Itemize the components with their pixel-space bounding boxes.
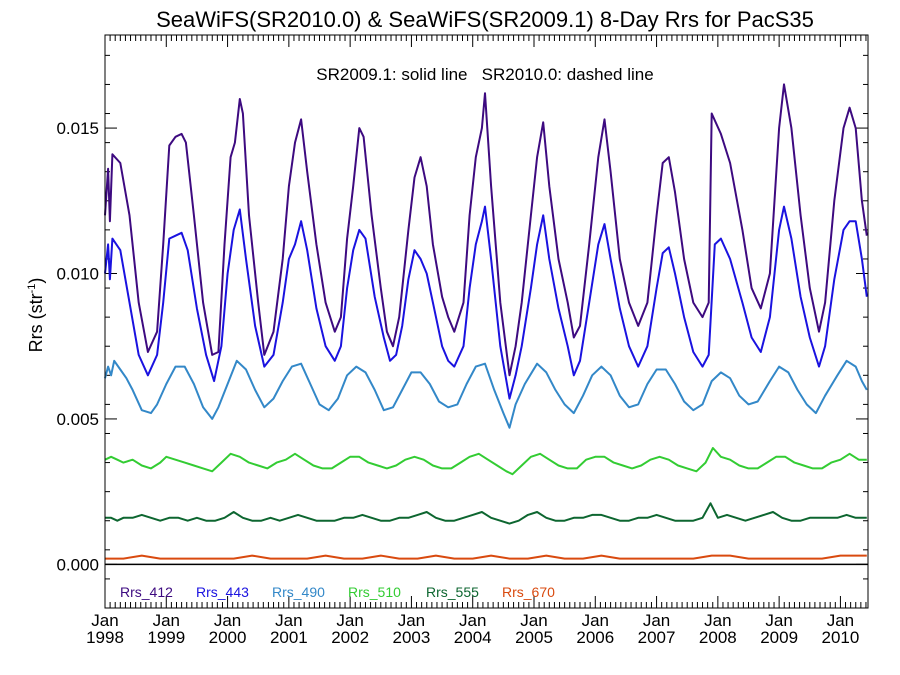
legend-item-rrs_510: Rrs_510 xyxy=(348,584,401,600)
x-tick-year: 2009 xyxy=(760,628,798,647)
x-tick-month: Jan xyxy=(91,611,118,630)
x-tick-year: 2007 xyxy=(638,628,676,647)
x-tick-month: Jan xyxy=(398,611,425,630)
x-tick-month: Jan xyxy=(153,611,180,630)
x-tick-month: Jan xyxy=(336,611,363,630)
x-tick-year: 2006 xyxy=(576,628,614,647)
series-line-rrs_443 xyxy=(104,205,868,400)
x-tick-month: Jan xyxy=(827,611,854,630)
legend-item-rrs_490: Rrs_490 xyxy=(272,584,325,600)
x-tick-month: Jan xyxy=(704,611,731,630)
x-tick-month: Jan xyxy=(214,611,241,630)
chart-title: SeaWiFS(SR2010.0) & SeaWiFS(SR2009.1) 8-… xyxy=(156,7,814,32)
x-tick-year: 2000 xyxy=(209,628,247,647)
x-tick-month: Jan xyxy=(275,611,302,630)
series-line-rrs_670 xyxy=(105,554,867,560)
legend-item-rrs_555: Rrs_555 xyxy=(426,584,479,600)
x-tick-year: 1998 xyxy=(86,628,124,647)
y-axis-label-sup: -1 xyxy=(26,284,38,294)
x-tick-year: 2001 xyxy=(270,628,308,647)
y-tick-label: 0.005 xyxy=(56,410,99,429)
y-axis-label-close: ) xyxy=(26,278,46,284)
y-tick-label: 0.015 xyxy=(56,119,99,138)
series-line-rrs_490 xyxy=(104,359,868,429)
x-tick-month: Jan xyxy=(459,611,486,630)
plot-area: 0.0000.0050.0100.015Jan1998Jan1999Jan200… xyxy=(56,35,868,647)
series-line-rrs_510 xyxy=(104,447,867,476)
legend-item-rrs_412: Rrs_412 xyxy=(120,584,173,600)
y-axis-label-main: Rrs (str xyxy=(26,293,46,352)
x-tick-year: 2004 xyxy=(454,628,492,647)
y-axis-label: Rrs (str-1) xyxy=(26,278,46,353)
legend-item-rrs_670: Rrs_670 xyxy=(502,584,555,600)
x-tick-year: 2008 xyxy=(699,628,737,647)
x-tick-month: Jan xyxy=(520,611,547,630)
series-line-rrs_412 xyxy=(104,83,868,377)
x-tick-month: Jan xyxy=(643,611,670,630)
chart-annotation: SR2009.1: solid line SR2010.0: dashed li… xyxy=(316,65,653,84)
x-tick-month: Jan xyxy=(582,611,609,630)
annotation-text: SR2009.1: solid line SR2010.0: dashed li… xyxy=(316,65,653,84)
x-tick-year: 2010 xyxy=(822,628,860,647)
series-line-rrs_555 xyxy=(105,502,867,525)
x-tick-month: Jan xyxy=(765,611,792,630)
y-tick-label: 0.000 xyxy=(56,555,99,574)
x-tick-year: 2002 xyxy=(331,628,369,647)
legend-item-rrs_443: Rrs_443 xyxy=(196,584,249,600)
x-tick-year: 2003 xyxy=(393,628,431,647)
plot-frame xyxy=(104,34,869,609)
x-tick-year: 1999 xyxy=(147,628,185,647)
y-tick-label: 0.010 xyxy=(56,265,99,284)
x-tick-year: 2005 xyxy=(515,628,553,647)
